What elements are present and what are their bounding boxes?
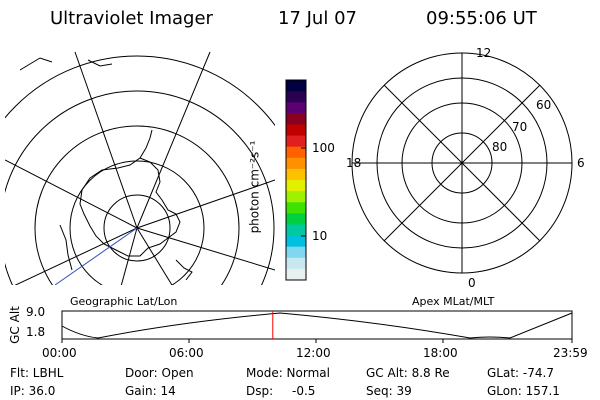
altitude-curve (61, 312, 573, 339)
observation-date: 17 Jul 07 (278, 8, 357, 29)
filter-info: Flt: LBHL (10, 366, 64, 380)
colorbar-swatch (286, 191, 306, 203)
terminator-line (54, 227, 138, 285)
mlt-label-12: 12 (476, 46, 492, 60)
colorbar-label-10: 10 (312, 229, 328, 243)
colorbar-swatch (286, 91, 306, 103)
colorbar-frame (285, 79, 307, 281)
instrument-title: Ultraviolet Imager (50, 8, 213, 29)
geographic-meridians (5, 51, 275, 285)
gc-alt-info: GC Alt: 8.8 Re (366, 366, 450, 380)
timeline-xtick-0000: 00:00 (42, 346, 77, 360)
timeline-xtick-0600: 06:00 (169, 346, 204, 360)
apex-caption: Apex MLat/MLT (412, 295, 495, 308)
colorbar-swatch (286, 80, 306, 92)
colorbar-swatch (286, 235, 306, 248)
colorbar-swatch (286, 224, 306, 237)
timeline-frame (61, 310, 573, 340)
glon-info: GLon: 157.1 (487, 384, 560, 398)
timeline-ytick-1.8: 1.8 (26, 325, 46, 339)
mlat-label-70: 70 (512, 120, 528, 134)
dsp-info-label: Dsp: (246, 384, 274, 398)
mlt-label-0: 0 (468, 276, 476, 290)
mlat-label-80: 80 (492, 140, 508, 154)
timeline-xtick-1800: 18:00 (423, 346, 458, 360)
geographic-map (5, 51, 275, 285)
ip-info: IP: 36.0 (10, 384, 56, 398)
mlat-label-60: 60 (536, 98, 552, 112)
colorbar-swatch (286, 268, 306, 281)
geographic-caption: Geographic Lat/Lon (70, 295, 178, 308)
antarctica-coastline (19, 57, 193, 281)
colorbar-swatch (286, 213, 306, 225)
orbit-timeline (61, 310, 573, 343)
colorbar-label-100: 100 (312, 141, 335, 155)
mlt-label-6: 6 (577, 156, 585, 170)
colorbar-swatch (286, 180, 306, 192)
colorbar-swatch (286, 135, 306, 148)
geographic-latitude-circles (5, 55, 275, 285)
timeline-xtick-1200: 12:00 (296, 346, 331, 360)
colorbar-swatch (286, 157, 306, 170)
colorbar-swatch (286, 113, 306, 125)
timeline-xtick-2359: 23:59 (553, 346, 588, 360)
intensity-colorbar (286, 80, 306, 281)
colorbar-swatch (286, 102, 306, 114)
timeline-ylabel: GC Alt (7, 306, 22, 344)
colorbar-swatch (286, 124, 306, 137)
glat-info: GLat: -74.7 (487, 366, 554, 380)
observation-time: 09:55:06 UT (426, 8, 537, 29)
mode-info: Mode: Normal (246, 366, 330, 380)
colorbar-swatch (286, 202, 306, 214)
magnetic-polar-plot (351, 52, 573, 274)
colorbar-swatch (286, 146, 306, 159)
mlt-meridian-diagonal-2 (383, 84, 541, 242)
colorbar-swatch (286, 257, 306, 270)
colorbar-swatch (286, 246, 306, 259)
door-info: Door: Open (125, 366, 194, 380)
timeline-ytick-9: 9.0 (26, 305, 46, 319)
gain-info: Gain: 14 (125, 384, 176, 398)
mlt-label-18: 18 (346, 156, 362, 170)
dsp-info-value: -0.5 (292, 384, 316, 398)
seq-info: Seq: 39 (366, 384, 412, 398)
colorbar-swatch (286, 168, 306, 181)
colorbar-unit-label: photon cm⁻²s⁻¹ (247, 140, 262, 234)
